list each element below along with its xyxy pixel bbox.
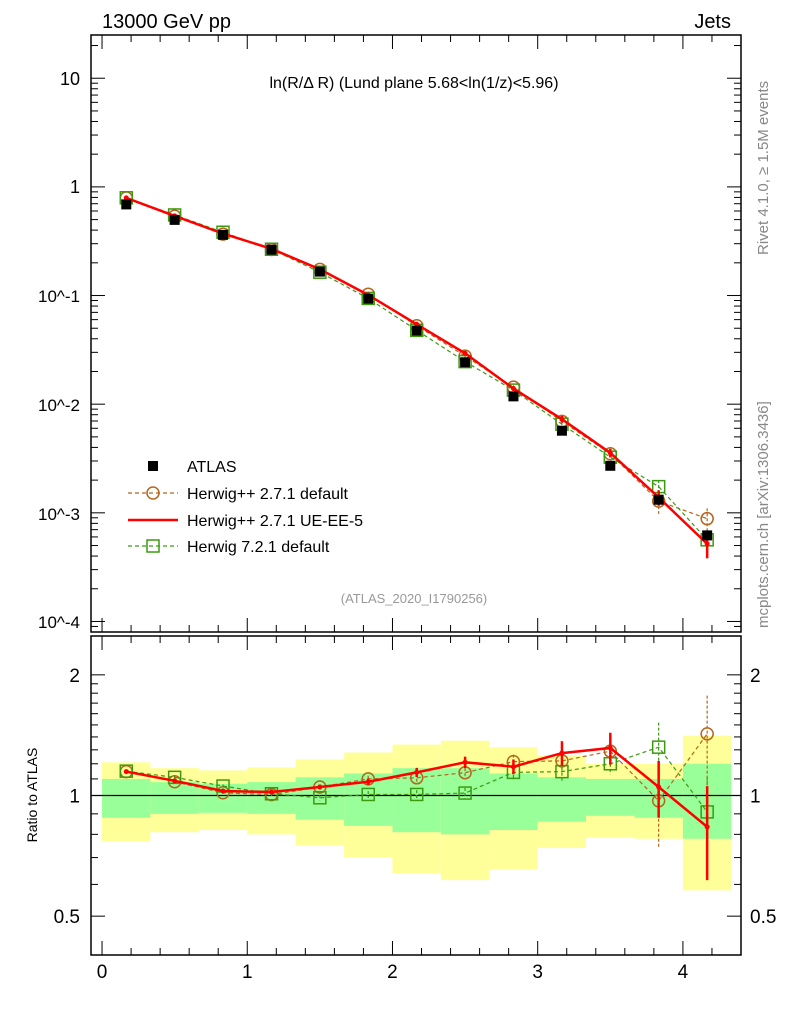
herwig-2-7-1-default-ratio-point: [700, 727, 714, 741]
y-tick-label: 10: [60, 69, 80, 89]
atlas-data-point: [218, 229, 229, 240]
y-tick-label: 1: [70, 177, 80, 197]
herwig-2-7-1-ue-ee-5-ratio-point: [269, 789, 275, 795]
mcplots-label: mcplots.cern.ch [arXiv:1306.3436]: [755, 401, 772, 628]
herwig-7-2-1-default-ratio-point: [458, 786, 472, 800]
green-uncertainty-band: [586, 778, 635, 816]
herwig-2-7-1-ue-ee-5-ratio-point: [172, 778, 178, 784]
y-tick-label: 10^-1: [38, 287, 80, 306]
atlas-data-point: [460, 357, 471, 368]
herwig-2-7-1-ue-ee-5-point: [123, 195, 129, 201]
herwig-7-2-1-default-point: [264, 242, 279, 257]
legend-label: ATLAS: [187, 459, 237, 476]
x-tick-label: 1: [242, 962, 253, 983]
rivet-label: Rivet 4.1.0, ≥ 1.5M events: [755, 81, 772, 255]
main-plot-frame: [90, 34, 742, 633]
herwig-2-7-1-ue-ee-5-point: [559, 416, 565, 422]
herwig-2-7-1-ue-ee-5-point: [510, 386, 516, 392]
x-tick-label: 4: [678, 962, 689, 983]
ratio-plot-frame: [90, 635, 742, 956]
herwig-2-7-1-ue-ee-5-point: [704, 541, 710, 547]
atlas-data-point: [314, 266, 325, 277]
herwig-2-7-1-ue-ee-5-ratio-point: [704, 824, 710, 830]
atlas-data-point: [653, 494, 664, 505]
herwig-2-7-1-ue-ee-5-ratio-point: [123, 769, 129, 775]
herwig-2-7-1-ue-ee-5-ratio-point: [559, 750, 565, 756]
ratio-y-tick-label-right: 2: [750, 666, 761, 687]
y-tick-label: 10^-4: [38, 613, 80, 632]
herwig-2-7-1-ue-ee-5-point: [462, 350, 468, 356]
herwig-2-7-1-ue-ee-5-ratio-point: [220, 788, 226, 794]
atlas-data-point: [266, 244, 277, 255]
green-uncertainty-band: [247, 782, 296, 814]
axis-ticks: 0.5 0.5 1 1 2 2 0 1 2 3 4: [54, 35, 776, 983]
x-tick-label: 0: [97, 962, 108, 983]
herwig-7-2-1-default-ratio-point: [409, 787, 424, 802]
atlas-data-point: [411, 325, 422, 336]
herwig-2-7-1-ue-ee-5-ratio-point: [462, 759, 468, 765]
collision-label: 13000 GeV pp: [102, 11, 231, 33]
legend-marker: [146, 486, 160, 500]
herwig-7-2-1-default-ratio-point: [167, 770, 182, 785]
herwig-2-7-1-ue-ee-5-ratio-point: [510, 764, 516, 770]
herwig-7-2-1-default-ratio-point: [313, 791, 327, 805]
herwig-2-7-1-ue-ee-5-point: [414, 321, 420, 327]
green-uncertainty-band: [489, 773, 538, 831]
atlas-data-point: [702, 530, 713, 541]
green-uncertainty-band: [102, 778, 151, 818]
uncertainty-bands: [91, 735, 741, 891]
legend-label: Herwig++ 2.7.1 default: [187, 486, 349, 503]
atlas-data-point: [169, 214, 180, 225]
atlas-data-point: [363, 293, 374, 304]
herwig-7-2-1-default-ratio-point: [264, 787, 279, 801]
herwig-2-7-1-ue-ee-5-ratio-point: [365, 779, 371, 785]
ratio-y-tick-label: 0.5: [54, 907, 80, 928]
ratio-y-tick-label: 2: [69, 666, 80, 687]
legend: ATLAS Herwig++ 2.7.1 default Herwig++ 2.7.…: [128, 459, 363, 556]
ratio-axis-label: Ratio to ATLAS: [24, 748, 40, 843]
ratio-y-tick-label-right: 1: [750, 787, 761, 808]
atlas-data-point: [508, 391, 519, 402]
data-marks: [119, 191, 714, 881]
ratio-y-tick-label-right: 0.5: [750, 907, 776, 928]
analysis-id: (ATLAS_2020_I1790256): [341, 591, 487, 606]
y-tick-label: 10^-2: [38, 396, 80, 415]
legend-marker: [146, 539, 160, 553]
herwig-7-2-1-default-ratio-point: [361, 787, 375, 802]
legend-label: Herwig 7.2.1 default: [187, 539, 330, 556]
herwig-2-7-1-ue-ee-5-ratio-point: [607, 745, 613, 751]
ratio-y-tick-label: 1: [69, 787, 80, 808]
x-tick-label: 3: [532, 962, 543, 983]
herwig-2-7-1-ue-ee-5-point: [607, 450, 613, 456]
herwig-2-7-1-ue-ee-5-ratio-point: [317, 784, 323, 790]
atlas-data-point: [605, 460, 616, 471]
legend-label: Herwig++ 2.7.1 UE-EE-5: [187, 513, 363, 530]
y-tick-label: 10^-3: [38, 505, 80, 524]
x-tick-label: 2: [387, 962, 398, 983]
atlas-data-point: [556, 425, 567, 436]
category-label: Jets: [694, 11, 731, 33]
legend-marker: [148, 461, 158, 471]
herwig-2-7-1-default-point: [700, 511, 714, 526]
herwig-2-7-1-ue-ee-5-ratio-point: [414, 769, 420, 775]
green-uncertainty-band: [150, 782, 199, 814]
herwig-7-2-1-default-ratio-point: [119, 764, 134, 778]
herwig-7-2-1-default-ratio-point: [651, 740, 666, 754]
plot-title: ln(R/Δ R) (Lund plane 5.68<ln(1/z)<5.96): [269, 75, 558, 92]
herwig-2-7-1-ue-ee-5-ratio-point: [656, 784, 662, 790]
atlas-data-point: [121, 199, 132, 210]
green-uncertainty-band: [537, 777, 587, 822]
